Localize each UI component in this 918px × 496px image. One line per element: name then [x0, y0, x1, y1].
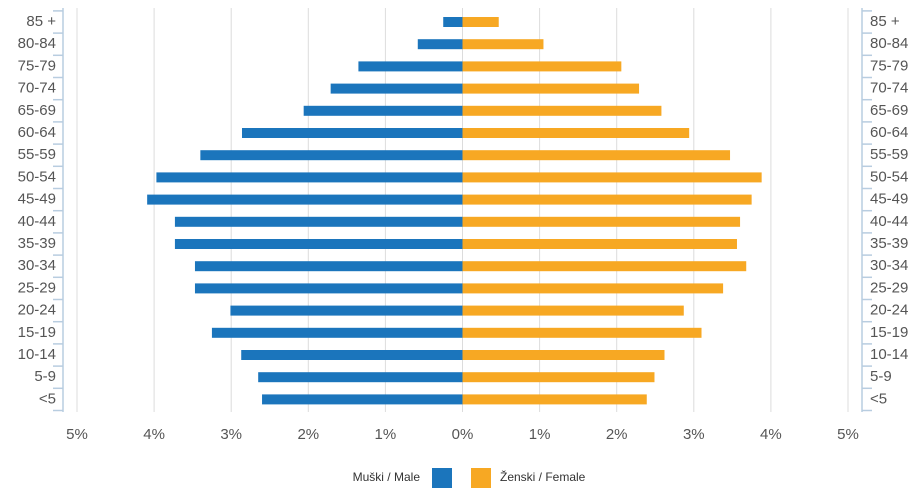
bar — [462, 216, 741, 227]
category-label: 10-14 — [870, 346, 908, 363]
x-tick-label: 4% — [760, 426, 782, 443]
category-label: 65-69 — [18, 102, 56, 119]
legend-label: Muški / Male — [353, 470, 421, 484]
x-tick-label: 3% — [220, 426, 242, 443]
category-label: 30-34 — [18, 257, 56, 274]
bar — [462, 239, 737, 249]
bar — [462, 128, 690, 138]
bar — [194, 283, 463, 294]
category-label: 45-49 — [870, 191, 908, 208]
x-tick-label: 5% — [837, 426, 859, 443]
legend-swatch — [471, 468, 491, 488]
bar — [443, 17, 463, 27]
bar — [262, 394, 463, 405]
category-label: 70-74 — [870, 80, 908, 97]
category-label: 45-49 — [18, 191, 56, 208]
category-label: 55-59 — [870, 146, 908, 163]
x-tick-label: 1% — [529, 426, 551, 443]
bar — [462, 194, 752, 205]
category-label: 40-44 — [870, 213, 908, 230]
bar — [174, 216, 463, 227]
bar — [194, 261, 463, 272]
category-label: 35-39 — [18, 235, 56, 252]
bar — [230, 305, 463, 316]
category-label: 5-9 — [34, 368, 56, 385]
category-label: 60-64 — [18, 124, 56, 141]
bar — [462, 17, 499, 27]
x-tick-label: 2% — [606, 426, 628, 443]
bar — [147, 194, 463, 205]
bar — [156, 172, 463, 183]
category-label: 75-79 — [870, 57, 908, 74]
category-label: 80-84 — [18, 35, 56, 52]
bar — [258, 372, 463, 383]
bar — [211, 327, 463, 338]
category-label: 25-29 — [870, 279, 908, 296]
category-label: 70-74 — [18, 80, 56, 97]
x-tick-label: 5% — [66, 426, 88, 443]
bar — [462, 305, 684, 316]
category-label: 15-19 — [870, 324, 908, 341]
x-tick-label: 3% — [683, 426, 705, 443]
category-label: 5-9 — [870, 368, 892, 385]
category-label: 25-29 — [18, 279, 56, 296]
category-label: 85 + — [26, 13, 56, 30]
category-label: 15-19 — [18, 324, 56, 341]
bar — [462, 350, 665, 360]
category-label: 30-34 — [870, 257, 908, 274]
category-label: 20-24 — [18, 302, 56, 319]
bar — [200, 150, 463, 161]
bar — [330, 83, 463, 94]
bar — [358, 61, 463, 72]
bar — [462, 83, 640, 94]
category-label: 50-54 — [18, 168, 56, 185]
bar — [462, 261, 747, 272]
bar — [174, 239, 463, 249]
bar — [417, 39, 463, 50]
category-label: 40-44 — [18, 213, 56, 230]
bar — [462, 61, 622, 72]
category-label: <5 — [870, 390, 887, 407]
category-label: 85 + — [870, 13, 900, 30]
bar — [462, 150, 731, 161]
bar — [462, 39, 544, 50]
bar — [462, 327, 702, 338]
category-label: <5 — [39, 390, 56, 407]
category-label: 65-69 — [870, 102, 908, 119]
category-label: 10-14 — [18, 346, 56, 363]
category-label: 20-24 — [870, 302, 908, 319]
bar — [462, 372, 655, 383]
legend-swatch — [432, 468, 452, 488]
bar — [462, 283, 724, 294]
bar — [462, 172, 762, 183]
category-label: 50-54 — [870, 168, 908, 185]
bar — [462, 105, 662, 116]
category-label: 75-79 — [18, 57, 56, 74]
legend-label: Ženski / Female — [500, 469, 586, 484]
bar — [462, 394, 647, 405]
category-label: 80-84 — [870, 35, 908, 52]
category-label: 35-39 — [870, 235, 908, 252]
category-label: 60-64 — [870, 124, 908, 141]
category-label: 55-59 — [18, 146, 56, 163]
bar — [241, 350, 463, 360]
x-tick-label: 4% — [143, 426, 165, 443]
x-tick-label: 0% — [452, 426, 474, 443]
bar — [241, 128, 463, 138]
bar — [303, 105, 463, 116]
x-tick-label: 2% — [297, 426, 319, 443]
x-tick-label: 1% — [375, 426, 397, 443]
